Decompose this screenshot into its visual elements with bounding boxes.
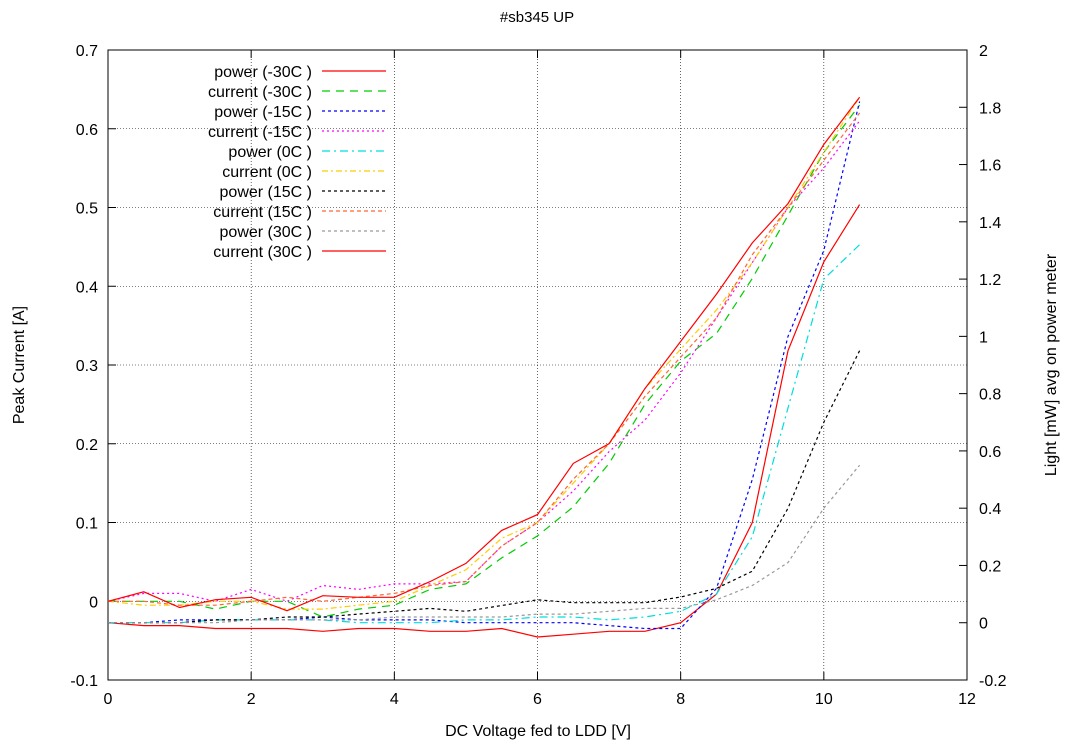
series-line-4 [108, 244, 861, 624]
y2-tick-label: -0.2 [979, 673, 1007, 690]
x-tick-label: 4 [390, 691, 399, 708]
y2-tick-label: 1.8 [979, 100, 1001, 117]
legend-label: current (0C ) [222, 164, 312, 181]
y2-tick-label: 0.2 [979, 558, 1001, 575]
legend-label: power (30C ) [220, 224, 312, 241]
legend-label: power (0C ) [228, 144, 312, 161]
y2-tick-label: 0.6 [979, 444, 1001, 461]
y-tick-label: -0.1 [70, 673, 98, 690]
legend-label: current (30C ) [213, 244, 312, 261]
y2-tick-label: 1.6 [979, 158, 1001, 175]
y2-tick-label: 0.4 [979, 501, 1001, 518]
series-lines [107, 96, 861, 638]
y-tick-label: 0.7 [76, 43, 98, 60]
y-tick-label: 0.4 [76, 279, 98, 296]
legend-label: power (-15C ) [214, 104, 312, 121]
series-line-2 [108, 101, 861, 630]
chart-title: #sb345 UP [500, 9, 574, 26]
y-tick-label: 0.6 [76, 122, 98, 139]
x-tick-label: 8 [676, 691, 685, 708]
series-line-7 [108, 112, 861, 606]
legend: power (-30C ) current (-30C ) power (-15C … [208, 64, 386, 261]
series-line-9 [107, 96, 861, 612]
series-line-1 [108, 104, 861, 618]
y2-tick-label: 1.4 [979, 215, 1001, 232]
x-tick-label: 0 [104, 691, 113, 708]
legend-label: power (15C ) [220, 184, 312, 201]
y2-tick-label: 1 [979, 329, 988, 346]
y-tick-label: 0.1 [76, 516, 98, 533]
axes: 0 2 4 6 8 10 12-0.100.10.20.30.40.50.60.7-0.20… [70, 43, 1006, 708]
legend-label: current (-15C ) [208, 124, 312, 141]
x-tick-label: 6 [533, 691, 542, 708]
y2-tick-label: 1.2 [979, 272, 1001, 289]
series-line-6 [108, 350, 861, 624]
series-line-5 [107, 96, 861, 610]
y2-axis-label: Light [mW] avg on power meter [1043, 253, 1060, 476]
legend-label: current (15C ) [213, 204, 312, 221]
y2-tick-label: 0 [979, 616, 988, 633]
y-tick-label: 0.2 [76, 437, 98, 454]
y-tick-label: 0.3 [76, 358, 98, 375]
y-tick-label: 0 [89, 594, 98, 611]
y2-tick-label: 2 [979, 43, 988, 60]
y2-tick-label: 0.8 [979, 387, 1001, 404]
legend-label: current (-30C ) [208, 84, 312, 101]
x-tick-label: 2 [247, 691, 256, 708]
x-tick-label: 12 [958, 691, 976, 708]
y-tick-label: 0.5 [76, 201, 98, 218]
legend-label: power (-30C ) [214, 64, 312, 81]
series-line-0 [107, 204, 861, 638]
y-axis-label: Peak Current [A] [11, 306, 28, 424]
x-tick-label: 10 [815, 691, 833, 708]
x-axis-label: DC Voltage fed to LDD [V] [445, 723, 631, 740]
